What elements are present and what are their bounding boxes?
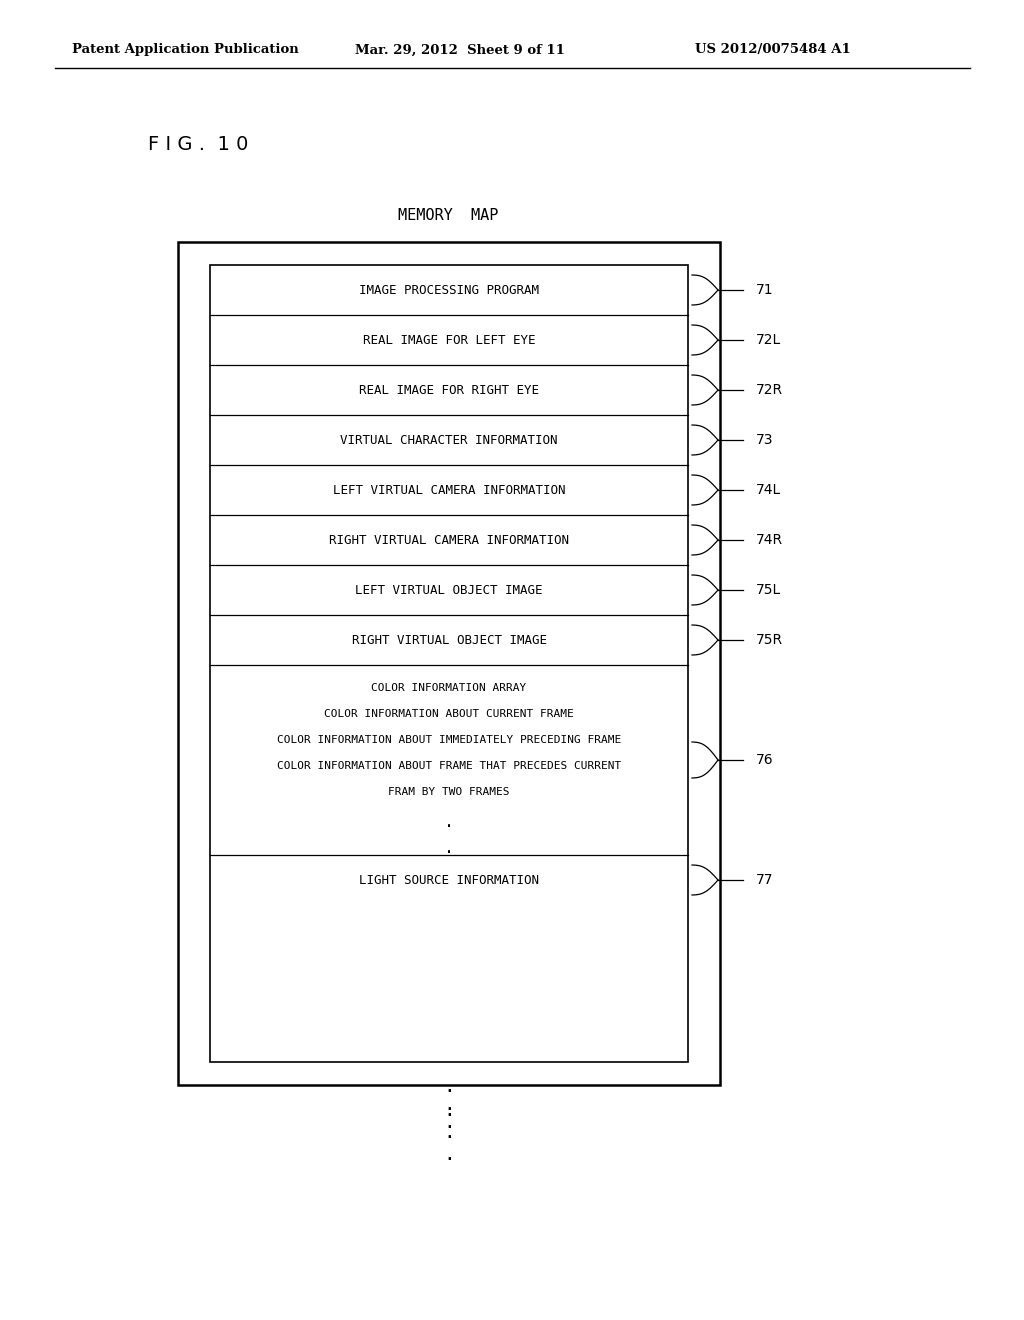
Text: 74R: 74R	[756, 533, 783, 546]
Text: COLOR INFORMATION ABOUT IMMEDIATELY PRECEDING FRAME: COLOR INFORMATION ABOUT IMMEDIATELY PREC…	[276, 735, 622, 744]
Bar	[210, 265, 688, 1063]
Text: 72R: 72R	[756, 383, 783, 397]
Text: COLOR INFORMATION ARRAY: COLOR INFORMATION ARRAY	[372, 682, 526, 693]
Text: REAL IMAGE FOR LEFT EYE: REAL IMAGE FOR LEFT EYE	[362, 334, 536, 346]
Text: Mar. 29, 2012  Sheet 9 of 11: Mar. 29, 2012 Sheet 9 of 11	[355, 44, 565, 57]
Text: 75R: 75R	[756, 634, 783, 647]
Text: .: .	[443, 1144, 455, 1163]
Text: MEMORY  MAP: MEMORY MAP	[397, 207, 499, 223]
Text: IMAGE PROCESSING PROGRAM: IMAGE PROCESSING PROGRAM	[359, 284, 539, 297]
Bar	[178, 242, 720, 1085]
Text: .: .	[443, 1101, 455, 1119]
Text: 74L: 74L	[756, 483, 781, 498]
Text: COLOR INFORMATION ABOUT CURRENT FRAME: COLOR INFORMATION ABOUT CURRENT FRAME	[325, 709, 573, 719]
Text: LEFT VIRTUAL OBJECT IMAGE: LEFT VIRTUAL OBJECT IMAGE	[355, 583, 543, 597]
Text: VIRTUAL CHARACTER INFORMATION: VIRTUAL CHARACTER INFORMATION	[340, 433, 558, 446]
Text: F I G .  1 0: F I G . 1 0	[148, 136, 249, 154]
Text: 75L: 75L	[756, 583, 781, 597]
Text: 73: 73	[756, 433, 773, 447]
Text: .: .	[443, 1122, 455, 1142]
Text: 77: 77	[756, 873, 773, 887]
Text: .: .	[443, 1114, 455, 1133]
Text: 72L: 72L	[756, 333, 781, 347]
Text: COLOR INFORMATION ABOUT FRAME THAT PRECEDES CURRENT: COLOR INFORMATION ABOUT FRAME THAT PRECE…	[276, 762, 622, 771]
Text: REAL IMAGE FOR RIGHT EYE: REAL IMAGE FOR RIGHT EYE	[359, 384, 539, 396]
Text: Patent Application Publication: Patent Application Publication	[72, 44, 299, 57]
Text: .: .	[444, 813, 454, 832]
Text: FRAM BY TWO FRAMES: FRAM BY TWO FRAMES	[388, 787, 510, 797]
Text: .: .	[443, 1096, 455, 1114]
Text: 76: 76	[756, 752, 773, 767]
Text: .: .	[443, 1077, 455, 1097]
Text: .: .	[444, 840, 454, 857]
Text: RIGHT VIRTUAL OBJECT IMAGE: RIGHT VIRTUAL OBJECT IMAGE	[351, 634, 547, 647]
Text: LIGHT SOURCE INFORMATION: LIGHT SOURCE INFORMATION	[359, 874, 539, 887]
Text: RIGHT VIRTUAL CAMERA INFORMATION: RIGHT VIRTUAL CAMERA INFORMATION	[329, 533, 569, 546]
Text: 71: 71	[756, 282, 773, 297]
Text: LEFT VIRTUAL CAMERA INFORMATION: LEFT VIRTUAL CAMERA INFORMATION	[333, 483, 565, 496]
Text: US 2012/0075484 A1: US 2012/0075484 A1	[695, 44, 851, 57]
